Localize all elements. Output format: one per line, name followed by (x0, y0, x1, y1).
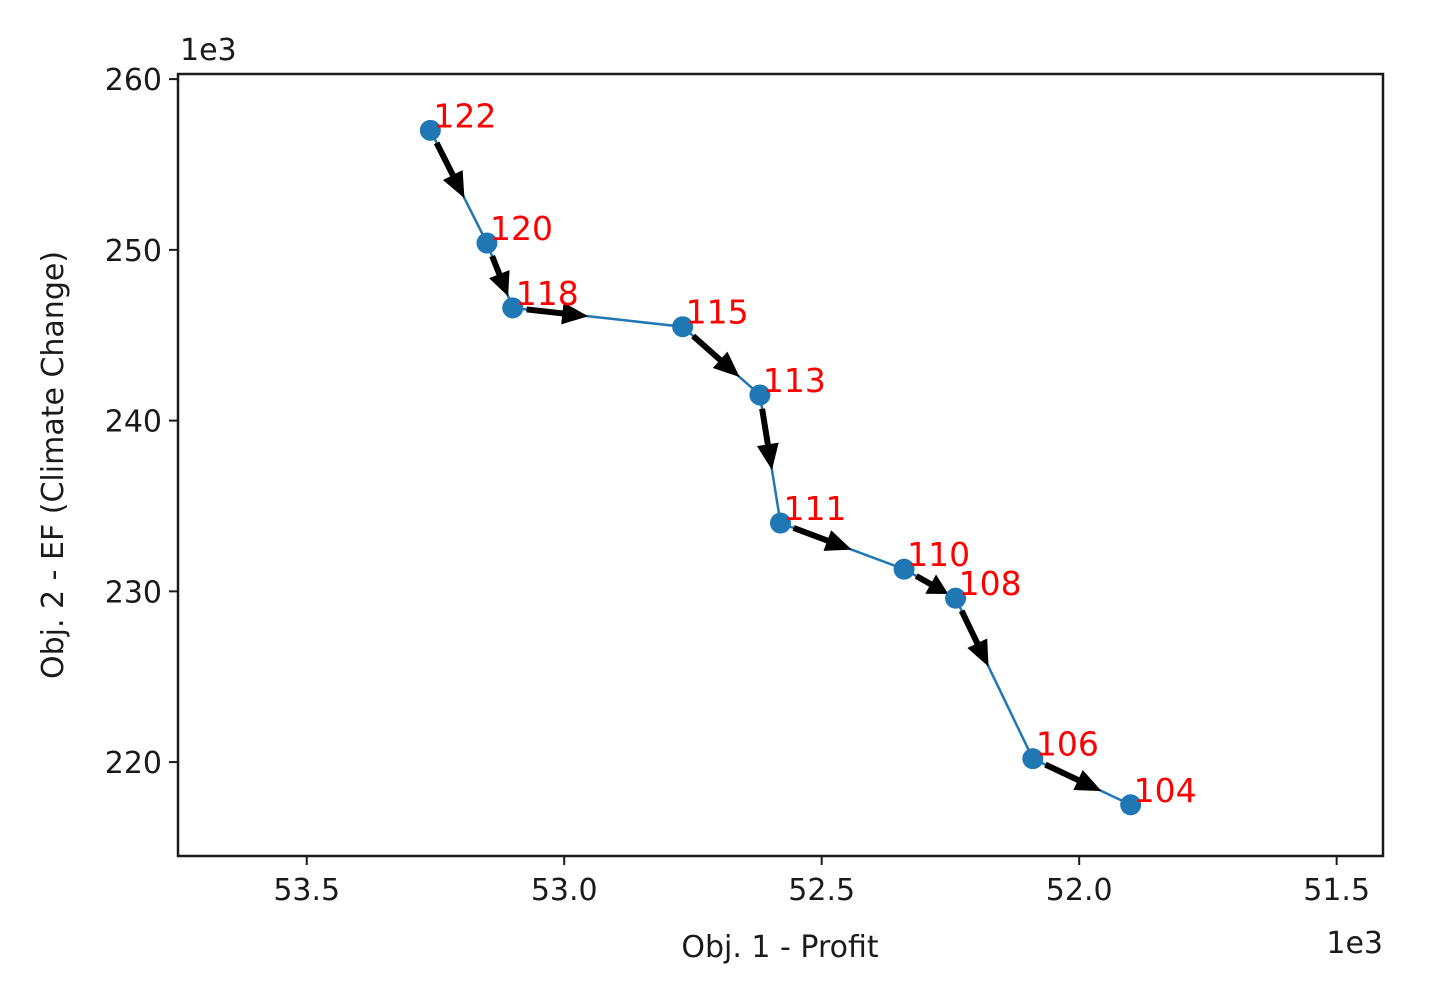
y-tick-label: 240 (105, 405, 162, 440)
axes-frame (176, 72, 1385, 858)
y-tick-label: 260 (105, 63, 162, 98)
axis-ticks: 53.5 53.0 52.5 52.0 51.5 220 230 240 250 260 (105, 63, 1370, 908)
x-tick-label: 53.0 (531, 873, 598, 908)
data-point-marker (770, 512, 791, 534)
data-point-marker (502, 297, 524, 319)
direction-arrow (691, 333, 740, 378)
data-point-label: 111 (784, 489, 847, 528)
x-tick-label: 52.0 (1046, 873, 1113, 908)
data-point-label: 108 (959, 564, 1022, 603)
y-axis-label: Obj. 2 - EF (Climate Change) (36, 251, 71, 679)
y-tick-label: 230 (105, 575, 162, 610)
direction-arrow (756, 408, 779, 471)
y-offset-label: 1e3 (180, 33, 237, 68)
direction-arrow (489, 254, 510, 297)
direction-arrow (958, 609, 989, 667)
data-point-marker (672, 316, 694, 338)
data-point-label: 106 (1036, 725, 1099, 764)
x-tick-label: 52.5 (788, 873, 855, 908)
data-point-marker (1022, 748, 1044, 770)
data-point-label: 110 (907, 535, 970, 574)
data-point-marker (419, 119, 441, 141)
data-point-label: 120 (490, 209, 553, 248)
data-point-label: 122 (433, 96, 496, 135)
y-tick-label: 250 (105, 234, 162, 269)
x-tick-label: 51.5 (1303, 873, 1370, 908)
direction-arrow (792, 525, 852, 551)
x-axis-label: Obj. 1 - Profit (681, 930, 879, 965)
data-point-label: 113 (763, 361, 826, 400)
data-point-marker (749, 384, 771, 406)
data-point-label: 118 (516, 274, 579, 313)
data-point-label: 104 (1134, 771, 1197, 810)
x-offset-label: 1e3 (1326, 926, 1383, 961)
x-tick-label: 53.5 (273, 873, 340, 908)
direction-arrow (914, 573, 949, 595)
direction-arrow (1044, 761, 1102, 792)
data-point-marker (1120, 794, 1142, 816)
data-point-marker (945, 587, 967, 609)
direction-arrow (433, 141, 465, 199)
data-point-marker (893, 558, 915, 580)
data-point-marker (476, 232, 498, 254)
y-tick-label: 220 (105, 746, 162, 781)
data-point-label: 115 (686, 293, 749, 332)
direction-arrow (526, 302, 589, 325)
